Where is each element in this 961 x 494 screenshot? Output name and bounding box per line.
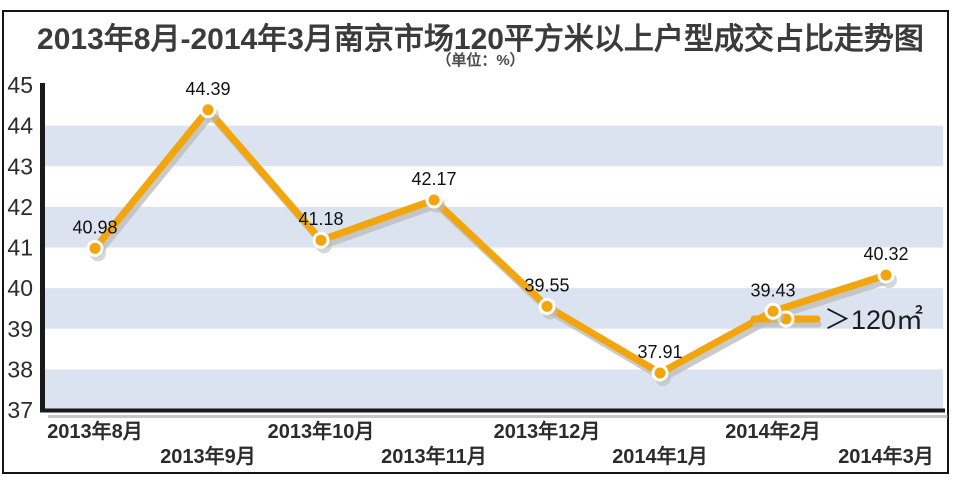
data-label: 39.43 (750, 280, 795, 300)
data-point (877, 266, 895, 284)
y-tick-label: 42 (7, 194, 33, 220)
x-tick-label: 2013年11月 (381, 444, 487, 468)
data-point (538, 297, 556, 315)
data-point (86, 239, 104, 257)
data-label: 42.17 (411, 169, 456, 189)
data-label: 40.98 (72, 217, 117, 237)
data-label: 41.18 (298, 209, 343, 229)
data-label: 37.91 (637, 342, 682, 362)
y-tick-label: 38 (7, 356, 33, 382)
data-point (199, 101, 217, 119)
y-tick-label: 43 (7, 153, 33, 179)
x-tick-label: 2013年10月 (268, 419, 375, 443)
x-tick-label: 2013年12月 (494, 419, 601, 443)
data-point (425, 191, 443, 209)
legend-label: ＞120㎡ (824, 305, 923, 335)
y-tick-label: 45 (7, 72, 33, 98)
x-tick-label: 2014年1月 (612, 444, 708, 468)
chart-title: 2013年8月-2014年3月南京市场120平方米以上户型成交占比走势图 (37, 23, 924, 56)
y-tick-label: 44 (7, 113, 33, 139)
y-tick-label: 40 (7, 275, 33, 301)
data-point (764, 302, 782, 320)
data-label: 44.39 (185, 79, 230, 99)
data-point (651, 364, 669, 382)
grid-band (44, 206, 943, 248)
chart-subtitle: （单位：%） (436, 52, 525, 69)
y-tick-label: 39 (7, 316, 33, 342)
data-label: 39.55 (524, 275, 569, 295)
data-label: 40.32 (863, 244, 908, 264)
x-tick-label: 2013年9月 (160, 444, 256, 468)
x-tick-label: 2014年2月 (725, 419, 821, 443)
y-tick-label: 41 (7, 235, 33, 261)
grid-band (44, 369, 943, 410)
y-tick-label: 37 (7, 397, 33, 423)
data-point (312, 231, 330, 249)
x-tick-label: 2013年8月 (47, 419, 143, 443)
x-tick-label: 2014年3月 (838, 444, 934, 468)
